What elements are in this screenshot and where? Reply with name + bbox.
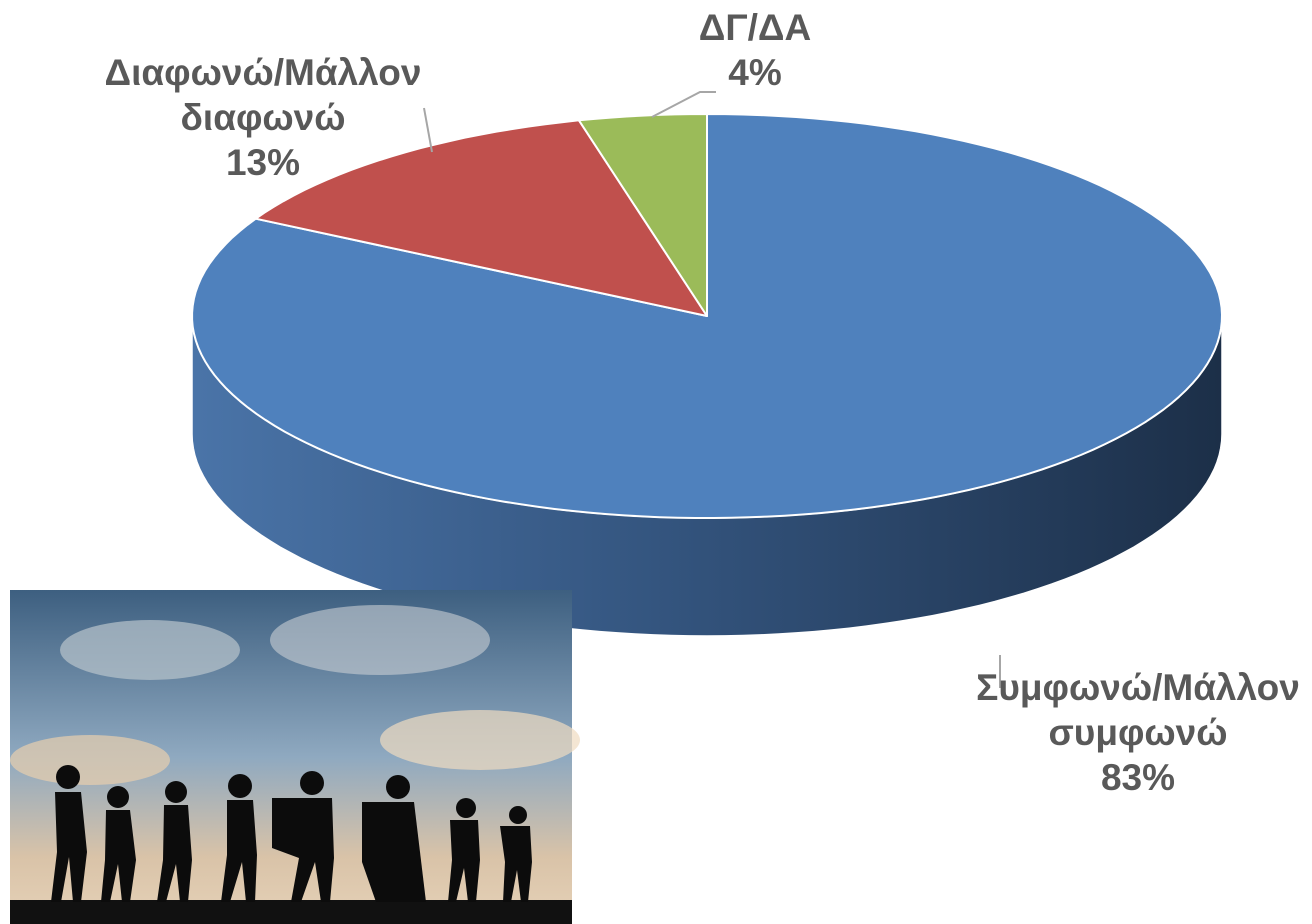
silhouettes — [51, 765, 532, 902]
photo — [10, 590, 580, 924]
pie — [191, 113, 1223, 637]
slice-label: Διαφωνώ/Μάλλον διαφωνώ 13% — [80, 50, 446, 185]
cloud — [380, 710, 580, 770]
category-label: Συμφωνώ/Μάλλον συμφωνώ — [976, 667, 1300, 753]
leader-line — [651, 91, 716, 118]
cloud — [10, 735, 170, 785]
ground — [10, 900, 572, 924]
value-label: 4% — [728, 52, 782, 93]
slice — [577, 113, 708, 317]
slice — [254, 119, 708, 317]
category-label: Διαφωνώ/Μάλλον διαφωνώ — [104, 52, 422, 138]
category-label: ΔΓ/ΔΑ — [698, 7, 812, 48]
leader-line — [423, 107, 433, 153]
cloud — [270, 605, 490, 675]
leader-lines — [423, 91, 1001, 688]
cloud — [60, 620, 240, 680]
value-label: 13% — [225, 142, 301, 183]
slice-label: Συμφωνώ/Μάλλον συμφωνώ 83% — [940, 665, 1312, 800]
slice-label: ΔΓ/ΔΑ 4% — [655, 5, 855, 95]
value-label: 83% — [1100, 757, 1176, 798]
